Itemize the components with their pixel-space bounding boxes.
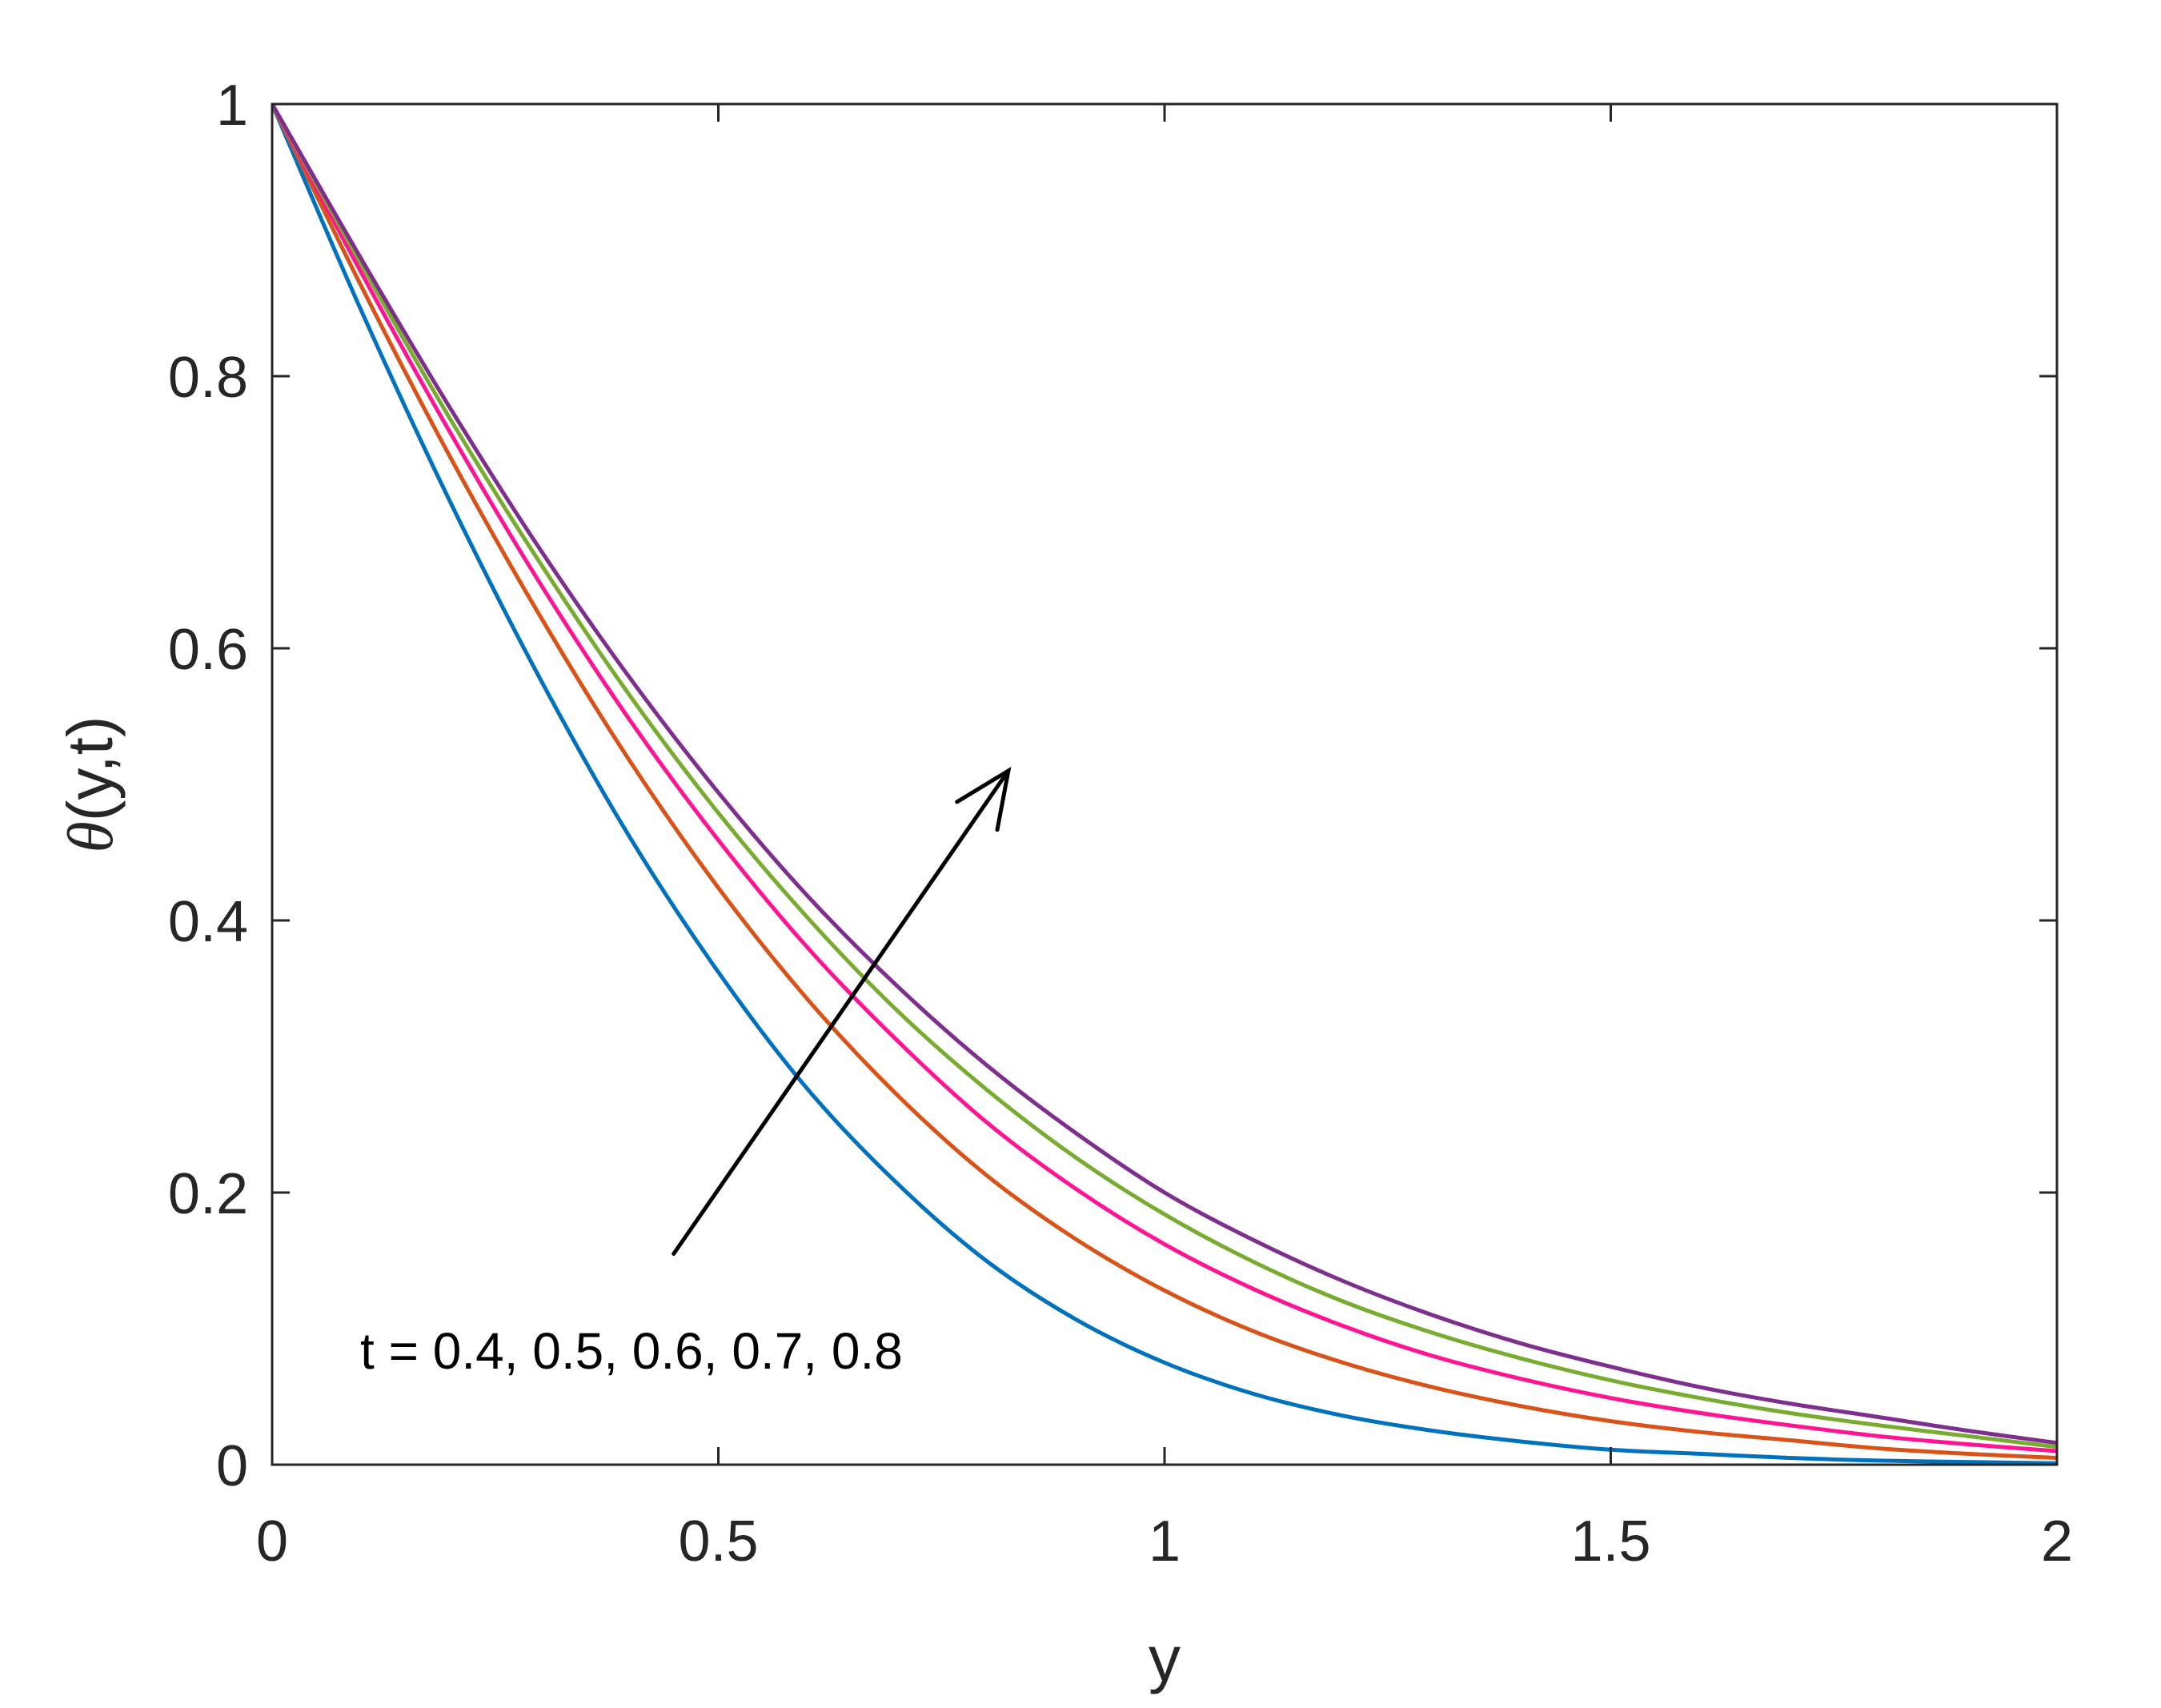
y-tick-label: 0.8 xyxy=(168,346,248,410)
y-tick-label: 0.2 xyxy=(168,1162,248,1226)
y-axis-label-symbol: θ xyxy=(56,821,126,852)
x-tick-label: 2 xyxy=(2041,1510,2073,1574)
y-axis-label: θ(y,t) xyxy=(54,716,126,852)
y-axis-ticks: 0 0.2 0.4 0.6 0.8 1 xyxy=(168,74,2057,1498)
series-line-1 xyxy=(272,104,2057,1465)
x-axis-ticks: 0 0.5 1 1.5 2 xyxy=(256,104,2073,1574)
x-tick-label: 1 xyxy=(1149,1510,1181,1574)
series-line-3 xyxy=(272,104,2057,1453)
annotation-arrow-shaft xyxy=(672,768,1011,1256)
series-lines xyxy=(272,104,2057,1465)
series-line-4 xyxy=(272,104,2057,1449)
series-line-5 xyxy=(272,104,2057,1445)
y-tick-label: 0.4 xyxy=(168,890,248,954)
x-tick-label: 1.5 xyxy=(1570,1510,1650,1574)
x-axis-label: y xyxy=(1149,1623,1181,1694)
y-tick-label: 1 xyxy=(216,74,248,138)
x-tick-label: 0 xyxy=(256,1510,288,1574)
y-tick-label: 0 xyxy=(216,1434,248,1498)
annotation-arrow-head xyxy=(955,766,1012,832)
series-line-2 xyxy=(272,104,2057,1460)
y-tick-label: 0.6 xyxy=(168,618,248,682)
annotation-arrow xyxy=(672,766,1012,1256)
x-tick-label: 0.5 xyxy=(678,1510,758,1574)
y-axis-label-args: (y,t) xyxy=(54,716,126,821)
annotation-text: t = 0.4, 0.5, 0.6, 0.7, 0.8 xyxy=(360,1322,903,1380)
